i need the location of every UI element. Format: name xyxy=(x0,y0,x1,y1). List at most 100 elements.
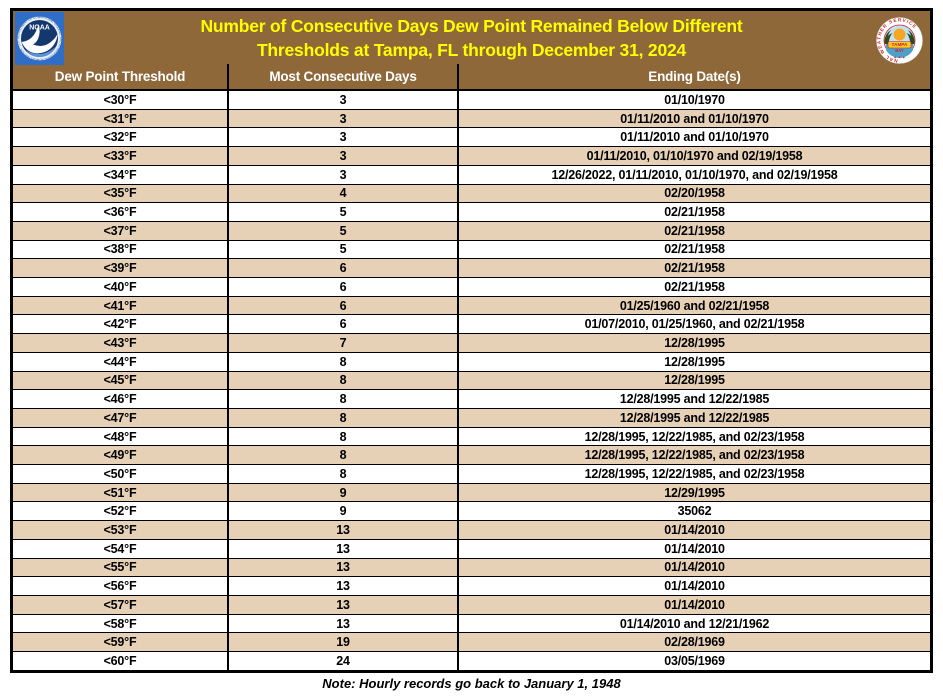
threshold-cell: <40°F xyxy=(103,279,137,294)
threshold-cell: <43°F xyxy=(103,335,137,350)
table-row: <45°F 8 12/28/1995 xyxy=(13,370,930,390)
dates-cell: 01/11/2010 and 01/10/1970 xyxy=(457,128,930,147)
table-row: <32°F 3 01/11/2010 and 01/10/1970 xyxy=(13,127,930,147)
days-cell: 24 xyxy=(227,652,457,670)
table-row: <31°F 3 01/11/2010 and 01/10/1970 xyxy=(13,108,930,128)
table-row: <54°F 13 01/14/2010 xyxy=(13,538,930,558)
dates-cell: 02/28/1969 xyxy=(457,633,930,652)
table-row: <48°F 8 12/28/1995, 12/22/1985, and 02/23/… xyxy=(13,426,930,446)
threshold-cell: <60°F xyxy=(103,653,137,668)
days-cell: 6 xyxy=(227,259,457,278)
days-cell: 5 xyxy=(227,221,457,240)
table-title-line2: Thresholds at Tampa, FL through December… xyxy=(256,40,687,60)
nws-tampa-bay-logo: TAMPA BAY NATIONAL WEATHER SERVICE ★ ★ ★ xyxy=(876,17,923,64)
threshold-cell: <36°F xyxy=(103,205,137,220)
dates-cell: 01/11/2010 and 01/10/1970 xyxy=(457,109,930,128)
days-cell: 8 xyxy=(227,408,457,427)
days-cell: 5 xyxy=(227,203,457,221)
days-cell: 7 xyxy=(227,334,457,352)
dates-cell: 01/14/2010 xyxy=(457,521,930,539)
threshold-cell: <41°F xyxy=(103,298,137,313)
column-header-row: Dew Point Threshold Most Consecutive Day… xyxy=(13,64,930,89)
dates-cell: 01/14/2010 xyxy=(457,577,930,595)
noaa-logo-text: NOAA xyxy=(29,25,50,32)
table-header-band: Number of Consecutive Days Dew Point Rem… xyxy=(13,11,930,64)
dates-cell: 02/21/1958 xyxy=(457,278,930,296)
table-row: <55°F 13 01/14/2010 xyxy=(13,557,930,577)
table-row: <43°F 7 12/28/1995 xyxy=(13,333,930,352)
threshold-cell: <30°F xyxy=(103,92,137,107)
table-row: <39°F 6 02/21/1958 xyxy=(13,258,930,278)
table-row: <35°F 4 02/20/1958 xyxy=(13,183,930,203)
threshold-cell: <51°F xyxy=(103,485,137,500)
footer-note: Note: Hourly records go back to January … xyxy=(322,676,621,691)
days-cell: 13 xyxy=(227,558,457,577)
table-row: <33°F 3 01/11/2010, 01/10/1970 and 02/19/1… xyxy=(13,146,930,165)
days-cell: 8 xyxy=(227,446,457,465)
table-body: <30°F 3 01/10/1970 <31°F 3 01/11/2010 and 01/… xyxy=(13,89,930,670)
dates-cell: 02/20/1958 xyxy=(457,184,930,203)
dates-cell: 03/05/1969 xyxy=(457,652,930,670)
days-cell: 6 xyxy=(227,315,457,334)
dates-cell: 12/29/1995 xyxy=(457,483,930,502)
dates-cell: 02/21/1958 xyxy=(457,259,930,278)
threshold-cell: <37°F xyxy=(103,223,137,238)
threshold-cell: <59°F xyxy=(103,635,137,650)
dates-cell: 01/10/1970 xyxy=(457,91,930,109)
days-cell: 8 xyxy=(227,371,457,390)
days-cell: 19 xyxy=(227,633,457,652)
threshold-cell: <52°F xyxy=(103,504,137,519)
table-row: <38°F 5 02/21/1958 xyxy=(13,239,930,259)
table-row: <56°F 13 01/14/2010 xyxy=(13,576,930,595)
threshold-cell: <39°F xyxy=(103,261,137,276)
table-row: <37°F 5 02/21/1958 xyxy=(13,220,930,240)
table-title: Number of Consecutive Days Dew Point Rem… xyxy=(73,14,870,62)
threshold-cell: <48°F xyxy=(103,429,137,444)
table-row: <30°F 3 01/10/1970 xyxy=(13,91,930,109)
dates-cell: 01/14/2010 xyxy=(457,558,930,577)
table-row: <50°F 8 12/28/1995, 12/22/1985, and 02/23/… xyxy=(13,464,930,483)
column-header-days: Most Consecutive Days xyxy=(227,64,457,89)
threshold-cell: <33°F xyxy=(103,148,137,163)
nws-logo-stars: ★ ★ ★ xyxy=(894,56,906,60)
dates-cell: 12/28/1995, 12/22/1985, and 02/23/1958 xyxy=(457,446,930,465)
table-row: <57°F 13 01/14/2010 xyxy=(13,594,930,614)
table-row: <42°F 6 01/07/2010, 01/25/1960, and 02/21/… xyxy=(13,314,930,334)
dates-cell: 01/11/2010, 01/10/1970 and 02/19/1958 xyxy=(457,147,930,165)
days-cell: 8 xyxy=(227,352,457,371)
days-cell: 8 xyxy=(227,465,457,483)
dates-cell: 12/28/1995 xyxy=(457,352,930,371)
days-cell: 13 xyxy=(227,521,457,539)
days-cell: 8 xyxy=(227,427,457,446)
threshold-cell: <44°F xyxy=(103,354,137,369)
days-cell: 9 xyxy=(227,483,457,502)
table-row: <34°F 3 12/26/2022, 01/11/2010, 01/10/1970… xyxy=(13,164,930,184)
table-row: <52°F 9 35062 xyxy=(13,501,930,521)
threshold-cell: <32°F xyxy=(103,130,137,145)
table-row: <51°F 9 12/29/1995 xyxy=(13,482,930,502)
threshold-cell: <54°F xyxy=(103,541,137,556)
threshold-cell: <55°F xyxy=(103,560,137,575)
table-row: <49°F 8 12/28/1995, 12/22/1985, and 02/23/… xyxy=(13,445,930,465)
threshold-cell: <57°F xyxy=(103,597,137,612)
table-row: <53°F 13 01/14/2010 xyxy=(13,520,930,539)
table-row: <36°F 5 02/21/1958 xyxy=(13,202,930,221)
table-row: <47°F 8 12/28/1995 and 12/22/1985 xyxy=(13,407,930,427)
data-table: Number of Consecutive Days Dew Point Rem… xyxy=(10,8,933,673)
dates-cell: 01/25/1960 and 02/21/1958 xyxy=(457,296,930,315)
days-cell: 9 xyxy=(227,502,457,521)
days-cell: 13 xyxy=(227,595,457,614)
column-header-ending-dates: Ending Date(s) xyxy=(457,64,930,89)
threshold-cell: <31°F xyxy=(103,111,137,126)
threshold-cell: <45°F xyxy=(103,373,137,388)
table-row: <41°F 6 01/25/1960 and 02/21/1958 xyxy=(13,295,930,315)
table-row: <59°F 19 02/28/1969 xyxy=(13,632,930,652)
nws-logo-tampa-text: TAMPA xyxy=(892,42,908,47)
days-cell: 13 xyxy=(227,577,457,595)
days-cell: 3 xyxy=(227,165,457,184)
dates-cell: 12/28/1995, 12/22/1985, and 02/23/1958 xyxy=(457,427,930,446)
column-header-threshold: Dew Point Threshold xyxy=(54,69,186,84)
days-cell: 3 xyxy=(227,109,457,128)
days-cell: 3 xyxy=(227,128,457,147)
